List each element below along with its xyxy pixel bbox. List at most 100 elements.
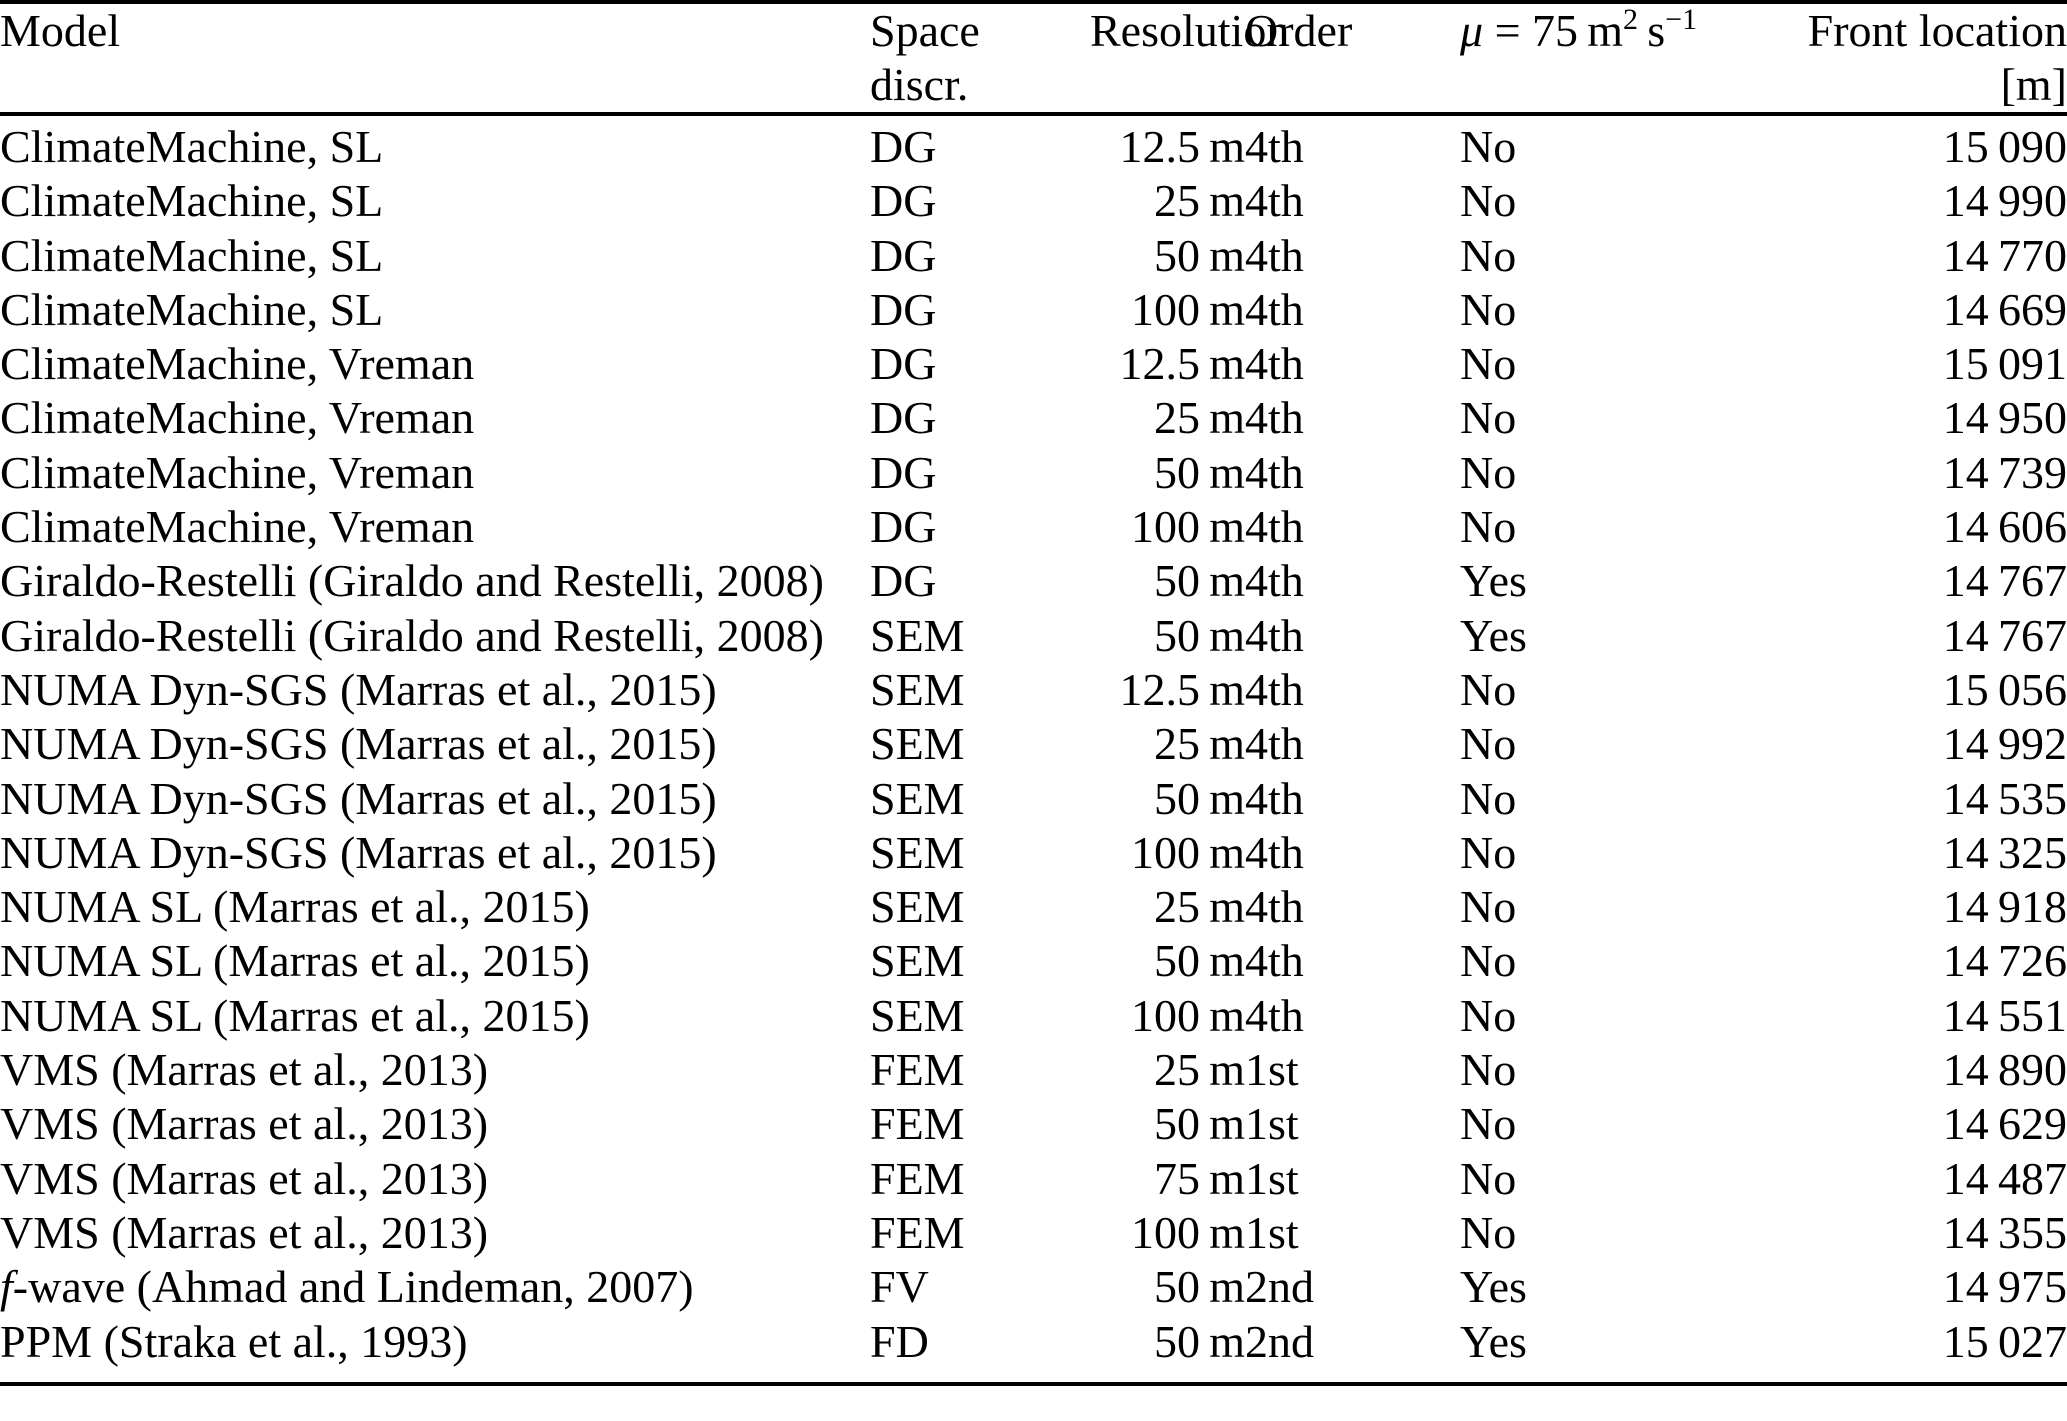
- header-order-label: Order: [1245, 5, 1353, 56]
- table-row: ClimateMachine, Vreman DG 50 m 4th No 14…: [0, 446, 2067, 500]
- cell-space-discr: SEM: [870, 881, 965, 933]
- cell-front-location: 14 770: [1942, 229, 2067, 281]
- cell-model: ClimateMachine, SL: [0, 175, 384, 227]
- cell-resolution: 100 m: [1131, 826, 1245, 878]
- header-space-line2: discr.: [870, 59, 969, 110]
- cell-resolution: 12.5 m: [1119, 121, 1246, 172]
- cell-front-location: 14 487: [1942, 1152, 2067, 1204]
- cell-order: 4th: [1245, 283, 1304, 335]
- cell-order: 4th: [1245, 772, 1304, 824]
- cell-mu: No: [1460, 283, 1517, 335]
- cell-order: 4th: [1245, 501, 1304, 553]
- cell-order: 4th: [1245, 935, 1304, 987]
- cell-space-discr: DG: [870, 121, 937, 172]
- cell-resolution: 12.5 m: [1119, 338, 1246, 390]
- cell-resolution: 75 m: [1154, 1152, 1245, 1204]
- cell-mu: No: [1460, 175, 1517, 227]
- cell-space-discr: DG: [870, 229, 937, 281]
- cell-front-location: 15 027: [1942, 1315, 2067, 1367]
- cell-resolution: 100 m: [1131, 989, 1245, 1041]
- cell-front-location: 14 629: [1942, 1098, 2067, 1150]
- cell-model: ClimateMachine, Vreman: [0, 392, 475, 444]
- table-row: VMS (Marras et al., 2013) FEM 25 m 1st N…: [0, 1043, 2067, 1097]
- cell-resolution: 50 m: [1154, 1098, 1245, 1150]
- header-order: Order: [1245, 2, 1460, 116]
- header-front-line2: [m]: [2000, 59, 2067, 110]
- cell-model: Giraldo-Restelli (Giraldo and Restelli, …: [0, 609, 824, 661]
- cell-order: 2nd: [1245, 1261, 1314, 1313]
- cell-mu: No: [1460, 1044, 1517, 1096]
- cell-resolution: 25 m: [1154, 881, 1245, 933]
- cell-mu: No: [1460, 446, 1517, 498]
- cell-order: 4th: [1245, 718, 1304, 770]
- cell-front-location: 14 975: [1942, 1261, 2067, 1313]
- cell-front-location: 14 355: [1942, 1206, 2067, 1258]
- cell-mu: No: [1460, 121, 1517, 172]
- cell-order: 4th: [1245, 663, 1304, 715]
- cell-order: 4th: [1245, 121, 1304, 172]
- cell-model: NUMA SL (Marras et al., 2015): [0, 881, 590, 933]
- cell-resolution: 50 m: [1154, 772, 1245, 824]
- cell-order: 4th: [1245, 989, 1304, 1041]
- cell-resolution: 100 m: [1131, 1206, 1245, 1258]
- cell-mu: No: [1460, 338, 1517, 390]
- cell-space-discr: SEM: [870, 609, 965, 661]
- cell-space-discr: DG: [870, 501, 937, 553]
- cell-model: PPM (Straka et al., 1993): [0, 1315, 468, 1367]
- table-row: ClimateMachine, SL DG 12.5 m 4th No 15 0…: [0, 114, 2067, 174]
- cell-mu: No: [1460, 501, 1517, 553]
- table-row: ClimateMachine, Vreman DG 25 m 4th No 14…: [0, 391, 2067, 445]
- cell-front-location: 14 606: [1942, 501, 2067, 553]
- cell-space-discr: SEM: [870, 989, 965, 1041]
- cell-mu: No: [1460, 229, 1517, 281]
- cell-front-location: 14 669: [1942, 283, 2067, 335]
- cell-resolution: 50 m: [1154, 229, 1245, 281]
- cell-front-location: 14 535: [1942, 772, 2067, 824]
- table-row: ClimateMachine, SL DG 50 m 4th No 14 770: [0, 229, 2067, 283]
- cell-front-location: 14 918: [1942, 881, 2067, 933]
- cell-resolution: 50 m: [1154, 446, 1245, 498]
- cell-resolution: 50 m: [1154, 935, 1245, 987]
- cell-mu: No: [1460, 772, 1517, 824]
- cell-mu: No: [1460, 881, 1517, 933]
- table-row: Giraldo-Restelli (Giraldo and Restelli, …: [0, 609, 2067, 663]
- cell-resolution: 25 m: [1154, 718, 1245, 770]
- cell-model: ClimateMachine, SL: [0, 283, 384, 335]
- cell-mu: No: [1460, 1152, 1517, 1204]
- cell-model: VMS (Marras et al., 2013): [0, 1152, 489, 1204]
- cell-space-discr: FD: [870, 1315, 929, 1367]
- cell-model: ClimateMachine, SL: [0, 229, 384, 281]
- cell-mu: No: [1460, 392, 1517, 444]
- cell-model: NUMA SL (Marras et al., 2015): [0, 989, 590, 1041]
- cell-space-discr: FV: [870, 1261, 929, 1313]
- cell-model: NUMA SL (Marras et al., 2015): [0, 935, 590, 987]
- cell-order: 4th: [1245, 555, 1304, 607]
- cell-resolution: 25 m: [1154, 175, 1245, 227]
- cell-resolution: 12.5 m: [1119, 663, 1246, 715]
- cell-front-location: 14 767: [1942, 609, 2067, 661]
- cell-model: ClimateMachine, Vreman: [0, 501, 475, 553]
- results-table: Model Space discr. Resolution Order μ = …: [0, 0, 2067, 1386]
- cell-model: NUMA Dyn-SGS (Marras et al., 2015): [0, 718, 717, 770]
- cell-order: 4th: [1245, 881, 1304, 933]
- table-body: ClimateMachine, SL DG 12.5 m 4th No 15 0…: [0, 114, 2067, 1384]
- cell-mu: No: [1460, 718, 1517, 770]
- cell-model: ClimateMachine, SL: [0, 121, 384, 172]
- table-row: NUMA Dyn-SGS (Marras et al., 2015) SEM 1…: [0, 663, 2067, 717]
- table-row: ClimateMachine, SL DG 100 m 4th No 14 66…: [0, 283, 2067, 337]
- table-row: VMS (Marras et al., 2013) FEM 100 m 1st …: [0, 1206, 2067, 1260]
- cell-mu: Yes: [1460, 555, 1527, 607]
- cell-order: 4th: [1245, 175, 1304, 227]
- cell-front-location: 15 090: [1942, 121, 2067, 172]
- header-front-location: Front location [m]: [1790, 2, 2067, 116]
- cell-space-discr: DG: [870, 175, 937, 227]
- cell-space-discr: DG: [870, 392, 937, 444]
- cell-resolution: 50 m: [1154, 555, 1245, 607]
- cell-model: VMS (Marras et al., 2013): [0, 1044, 489, 1096]
- cell-space-discr: FEM: [870, 1152, 965, 1204]
- header-space-discr: Space discr.: [870, 2, 1090, 116]
- header-front-line1: Front location: [1807, 5, 2067, 56]
- table-row: NUMA Dyn-SGS (Marras et al., 2015) SEM 1…: [0, 826, 2067, 880]
- table-row: ClimateMachine, Vreman DG 12.5 m 4th No …: [0, 337, 2067, 391]
